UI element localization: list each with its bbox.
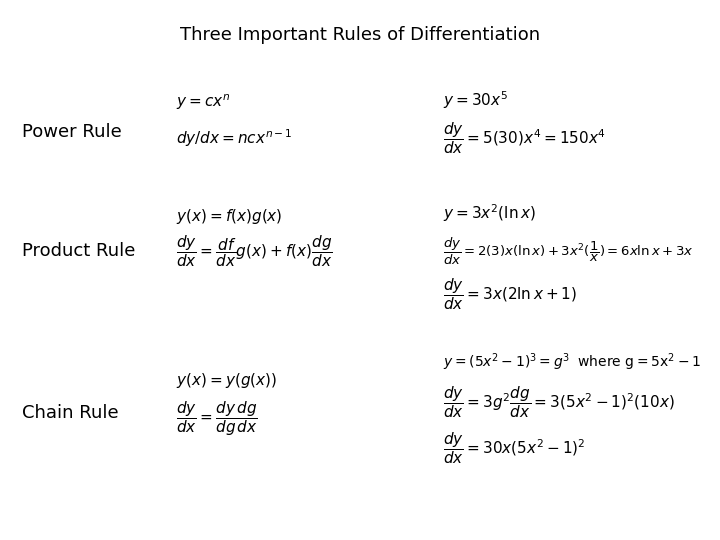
Text: $\dfrac{dy}{dx} = \dfrac{dy}{dg}\dfrac{dg}{dx}$: $\dfrac{dy}{dx} = \dfrac{dy}{dg}\dfrac{d… [176, 399, 258, 438]
Text: $\dfrac{dy}{dx} = 2(3)x(\ln x) + 3x^{2}(\dfrac{1}{x}) = 6x\ln x + 3x$: $\dfrac{dy}{dx} = 2(3)x(\ln x) + 3x^{2}(… [443, 235, 693, 267]
Text: Product Rule: Product Rule [22, 242, 135, 260]
Text: Power Rule: Power Rule [22, 123, 122, 141]
Text: $\dfrac{dy}{dx} = 3g^{2}\dfrac{dg}{dx} = 3(5x^{2}-1)^{2}(10x)$: $\dfrac{dy}{dx} = 3g^{2}\dfrac{dg}{dx} =… [443, 384, 675, 420]
Text: $y = (5x^{2}-1)^{3} = g^{3}\;$ where $\mathrm{g{=}5x^{2}-1}$: $y = (5x^{2}-1)^{3} = g^{3}\;$ where $\m… [443, 351, 701, 373]
Text: Chain Rule: Chain Rule [22, 404, 118, 422]
Text: $\dfrac{dy}{dx} = 3x(2\ln x + 1)$: $\dfrac{dy}{dx} = 3x(2\ln x + 1)$ [443, 276, 577, 312]
Text: $y(x) = f(x)g(x)$: $y(x) = f(x)g(x)$ [176, 206, 283, 226]
Text: Three Important Rules of Differentiation: Three Important Rules of Differentiation [180, 26, 540, 44]
Text: $\dfrac{dy}{dx} = 30x(5x^{2}-1)^{2}$: $\dfrac{dy}{dx} = 30x(5x^{2}-1)^{2}$ [443, 430, 585, 466]
Text: $y = cx^{n}$: $y = cx^{n}$ [176, 93, 230, 112]
Text: $\dfrac{dy}{dx} = 5(30)x^{4} = 150x^{4}$: $\dfrac{dy}{dx} = 5(30)x^{4} = 150x^{4}$ [443, 120, 606, 156]
Text: $y = 30x^{5}$: $y = 30x^{5}$ [443, 89, 508, 111]
Text: $dy / dx = ncx^{n-1}$: $dy / dx = ncx^{n-1}$ [176, 127, 293, 148]
Text: $\dfrac{dy}{dx} = \dfrac{df}{dx}g(x) + f(x)\dfrac{dg}{dx}$: $\dfrac{dy}{dx} = \dfrac{df}{dx}g(x) + f… [176, 233, 333, 269]
Text: $y(x) = y(g(x))$: $y(x) = y(g(x))$ [176, 371, 278, 390]
Text: $y = 3x^{2}(\ln x)$: $y = 3x^{2}(\ln x)$ [443, 202, 536, 224]
